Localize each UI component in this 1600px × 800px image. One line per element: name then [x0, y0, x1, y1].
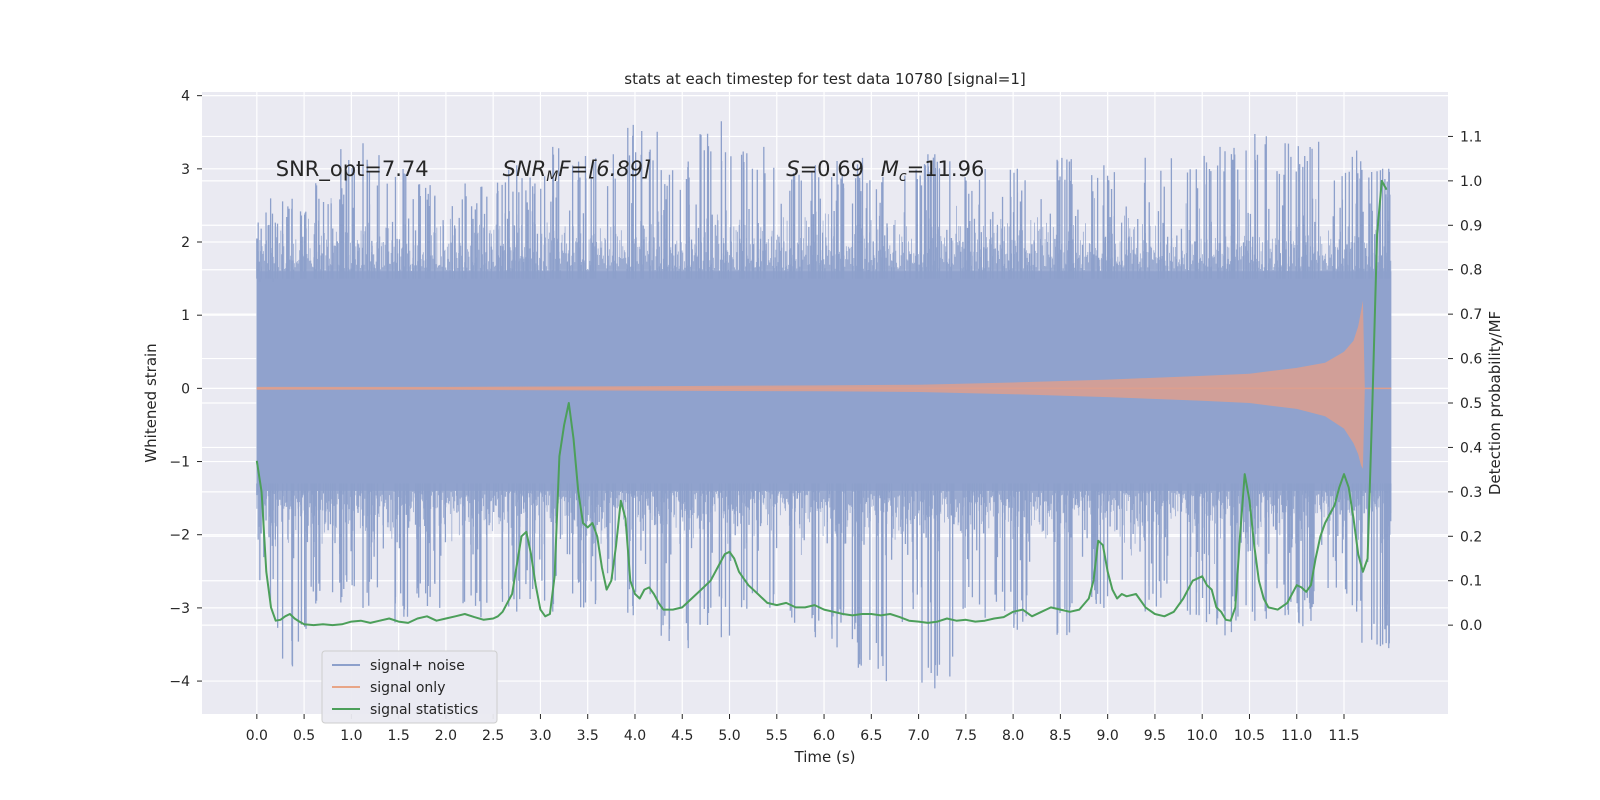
annotation-2: S=0.69 [786, 157, 864, 181]
y-tick-label: 2 [181, 235, 190, 251]
x-tick-label: 10.5 [1234, 728, 1265, 744]
x-tick-label: 6.5 [860, 728, 882, 744]
x-tick-label: 6.0 [813, 728, 835, 744]
x-tick-label: 5.5 [766, 728, 788, 744]
x-tick-label: 10.0 [1187, 728, 1218, 744]
annotation-value: =11.96 [907, 157, 985, 181]
chart-title: stats at each timestep for test data 107… [624, 70, 1025, 88]
annotation-0: SNR_opt=7.74 [276, 157, 429, 182]
y-right-tick-label: 0.0 [1460, 618, 1482, 634]
x-tick-label: 11.0 [1281, 728, 1312, 744]
annotation-main: SNR [503, 157, 547, 181]
y-right-tick-label: 0.1 [1460, 574, 1482, 590]
y-tick-label: 4 [181, 89, 190, 105]
x-tick-label: 7.5 [955, 728, 977, 744]
y-tick-label: 3 [181, 162, 190, 178]
x-tick-label: 9.0 [1097, 728, 1119, 744]
y-right-tick-label: 0.8 [1460, 263, 1482, 279]
annotation-main: S [786, 157, 799, 181]
x-tick-label: 9.5 [1144, 728, 1166, 744]
y-tick-label: −4 [169, 674, 190, 690]
x-tick-label: 4.5 [671, 728, 693, 744]
tick-labels: 0.0 0.5 1.0 1.5 2.0 2.5 3.0 3.5 4.0 4.5 5.0 5.5 6.0 6… [169, 89, 1482, 744]
signal-statistics-line [255, 179, 1388, 627]
y-tick-label: −3 [169, 601, 190, 617]
y-axis-label: Whitened strain [142, 343, 160, 462]
annotation-value: F=[6.89] [558, 157, 651, 181]
x-tick-label: 1.5 [388, 728, 410, 744]
x-tick-label: 2.0 [435, 728, 457, 744]
signal-statistics-series [255, 179, 1388, 627]
y-right-tick-label: 0.2 [1460, 529, 1482, 545]
annotation-1: SNRMF=[6.89] [503, 157, 652, 185]
x-tick-label: 0.0 [246, 728, 268, 744]
annotation-subscript: M [546, 169, 558, 185]
y-right-tick-label: 0.6 [1460, 352, 1482, 368]
x-tick-label: 8.0 [1002, 728, 1024, 744]
x-tick-label: 3.5 [577, 728, 599, 744]
y-right-tick-label: 0.5 [1460, 396, 1482, 412]
x-tick-label: 4.0 [624, 728, 646, 744]
y-right-tick-label: 0.3 [1460, 485, 1482, 501]
y-right-tick-label: 1.0 [1460, 174, 1482, 190]
y-right-tick-label: 0.7 [1460, 307, 1482, 323]
x-tick-label: 1.0 [340, 728, 362, 744]
noise-spikes [256, 121, 1392, 689]
x-tick-label: 3.0 [529, 728, 551, 744]
signal-only-series [256, 300, 1392, 469]
x-tick-label: 11.5 [1328, 728, 1359, 744]
y-right-tick-label: 0.9 [1460, 218, 1482, 234]
legend-label: signal only [370, 680, 445, 696]
signal-envelope [256, 300, 1392, 469]
y-axis-right-label: Detection probability/MF [1486, 311, 1504, 495]
annotation-main: SNR_opt=7.74 [276, 157, 429, 182]
annotation-value: =0.69 [800, 157, 864, 181]
y-tick-label: 1 [181, 308, 190, 324]
y-right-tick-label: 0.4 [1460, 440, 1482, 456]
x-tick-label: 7.0 [907, 728, 929, 744]
x-axis-label: Time (s) [794, 748, 856, 766]
annotation-main: M [881, 157, 899, 181]
legend-label: signal statistics [370, 702, 478, 718]
y-tick-label: 0 [181, 381, 190, 397]
x-tick-label: 5.0 [718, 728, 740, 744]
legend-label: signal+ noise [370, 658, 465, 674]
x-tick-label: 0.5 [293, 728, 315, 744]
x-tick-label: 2.5 [482, 728, 504, 744]
x-tick-label: 8.5 [1049, 728, 1071, 744]
legend-box [321, 650, 498, 724]
y-tick-label: −2 [169, 528, 190, 544]
y-right-tick-label: 1.1 [1460, 129, 1482, 145]
annotation-3: Mc=11.96 [881, 157, 985, 185]
y-tick-label: −1 [169, 455, 190, 471]
legend: signal+ noise signal only signal statistic… [321, 650, 498, 724]
annotation-subscript: c [899, 169, 907, 185]
annotations: SNR_opt=7.74 SNRMF=[6.89] S=0.69 Mc=11.96 [276, 157, 985, 185]
